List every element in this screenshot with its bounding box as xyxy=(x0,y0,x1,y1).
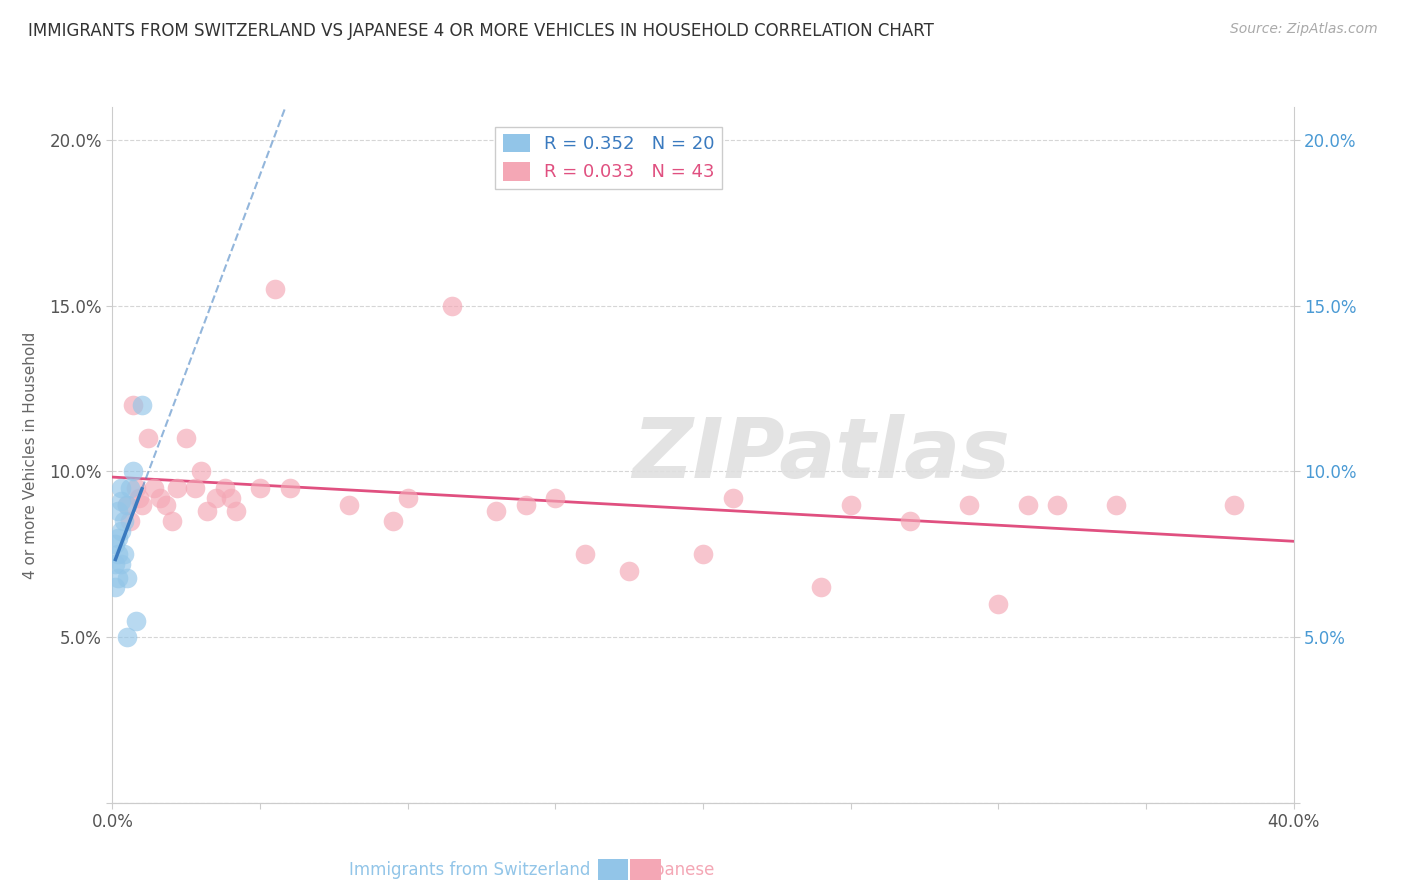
Point xyxy=(107,547,129,561)
Point xyxy=(485,504,508,518)
Point xyxy=(195,504,218,518)
Point xyxy=(128,491,150,505)
Point xyxy=(219,491,242,505)
Point xyxy=(619,564,641,578)
Text: Immigrants from Switzerland: Immigrants from Switzerland xyxy=(349,861,591,879)
Point xyxy=(957,498,980,512)
Point xyxy=(125,481,148,495)
Point xyxy=(515,498,537,512)
Text: ZIPatlas: ZIPatlas xyxy=(633,415,1010,495)
Point xyxy=(110,494,132,508)
Point xyxy=(142,481,165,495)
Point xyxy=(120,514,142,528)
Point xyxy=(174,431,197,445)
Point xyxy=(278,481,301,495)
Point xyxy=(184,481,207,495)
Point xyxy=(107,504,129,518)
Point xyxy=(117,630,138,644)
Point xyxy=(160,514,183,528)
Point xyxy=(120,481,142,495)
Point xyxy=(987,597,1010,611)
Point xyxy=(214,481,236,495)
Point xyxy=(225,504,247,518)
Legend: R = 0.352   N = 20, R = 0.033   N = 43: R = 0.352 N = 20, R = 0.033 N = 43 xyxy=(495,127,721,189)
Point xyxy=(190,465,212,479)
Point xyxy=(117,498,138,512)
Point xyxy=(544,491,567,505)
Point xyxy=(337,498,360,512)
Point xyxy=(205,491,228,505)
Point xyxy=(110,558,132,572)
Point xyxy=(721,491,744,505)
Point xyxy=(117,498,138,512)
Point xyxy=(1046,498,1069,512)
Point xyxy=(131,498,153,512)
Point xyxy=(264,282,287,296)
Point xyxy=(1017,498,1039,512)
Point xyxy=(107,531,129,545)
Point xyxy=(104,537,127,551)
Point xyxy=(122,398,145,412)
Y-axis label: 4 or more Vehicles in Household: 4 or more Vehicles in Household xyxy=(24,331,38,579)
Point xyxy=(136,431,159,445)
Point xyxy=(839,498,862,512)
Point xyxy=(122,465,145,479)
Point xyxy=(155,498,177,512)
Point xyxy=(125,614,148,628)
Point xyxy=(110,481,132,495)
Point xyxy=(574,547,596,561)
Text: Source: ZipAtlas.com: Source: ZipAtlas.com xyxy=(1230,22,1378,37)
Point xyxy=(112,514,135,528)
Text: Japanese: Japanese xyxy=(640,861,716,879)
Point xyxy=(1223,498,1246,512)
Point xyxy=(441,299,464,313)
Point xyxy=(396,491,419,505)
Point xyxy=(104,558,127,572)
Point xyxy=(110,524,132,538)
Point xyxy=(149,491,172,505)
Text: IMMIGRANTS FROM SWITZERLAND VS JAPANESE 4 OR MORE VEHICLES IN HOUSEHOLD CORRELAT: IMMIGRANTS FROM SWITZERLAND VS JAPANESE … xyxy=(28,22,934,40)
Point xyxy=(112,547,135,561)
Point xyxy=(1105,498,1128,512)
Point xyxy=(166,481,188,495)
Point xyxy=(810,581,832,595)
Point xyxy=(692,547,714,561)
Point xyxy=(898,514,921,528)
Point xyxy=(249,481,271,495)
Point xyxy=(117,570,138,584)
Point xyxy=(382,514,405,528)
Point xyxy=(104,581,127,595)
Point xyxy=(131,398,153,412)
Point xyxy=(107,570,129,584)
